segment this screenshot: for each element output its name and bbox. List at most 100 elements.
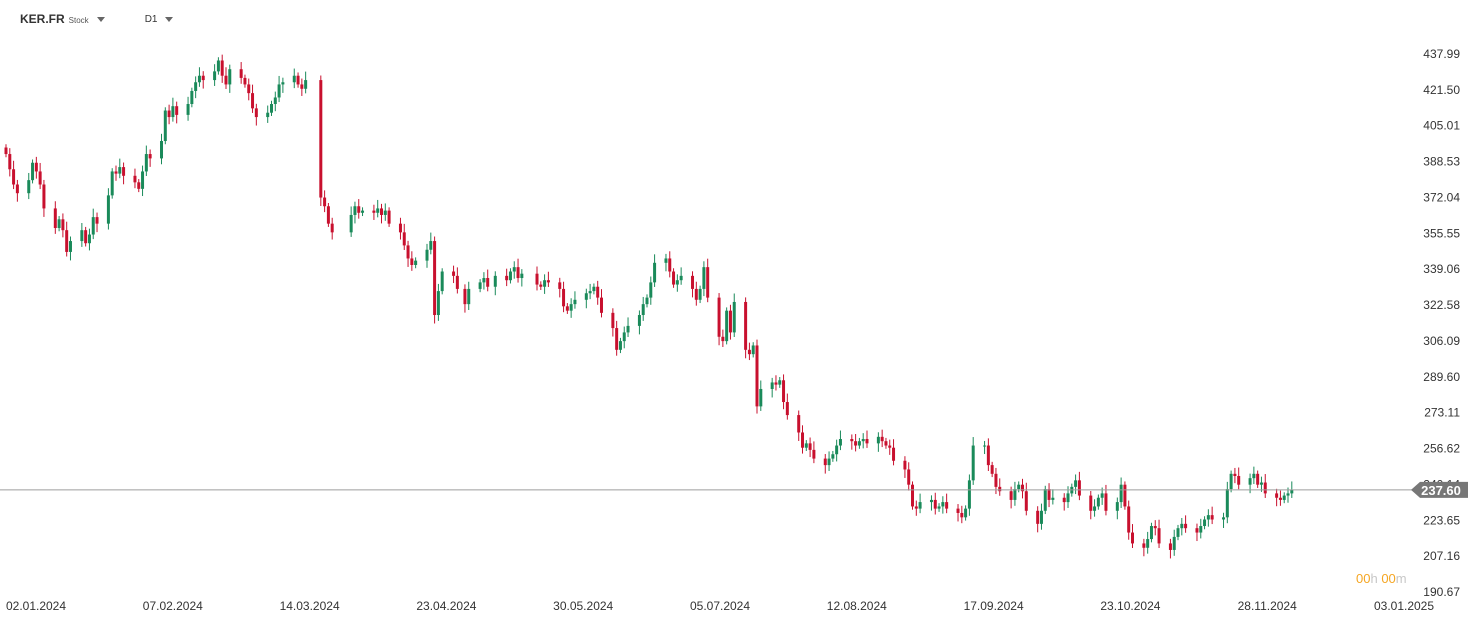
candle-up	[1176, 528, 1180, 537]
candle-up	[194, 82, 198, 91]
candle-up	[618, 341, 622, 350]
candle-down	[728, 310, 732, 333]
candle-down	[611, 312, 615, 329]
candle-up	[1119, 484, 1123, 503]
candle-down	[672, 271, 676, 285]
candle-up	[163, 110, 167, 141]
candle-up	[637, 315, 641, 326]
timeframe-selector[interactable]: D1	[145, 14, 174, 25]
x-tick-label: 03.01.2025	[1374, 599, 1434, 613]
candle-down	[986, 445, 990, 466]
candle-down	[1195, 528, 1199, 533]
candle-down	[65, 230, 69, 252]
candle-down	[357, 206, 361, 213]
candle-up	[675, 280, 679, 285]
candle-down	[15, 184, 19, 194]
candle-up	[679, 275, 683, 281]
candle-down	[903, 460, 907, 470]
candle-down	[1210, 515, 1214, 520]
candle-down	[175, 106, 179, 115]
candle-down	[956, 508, 960, 513]
candle-down	[1104, 493, 1108, 511]
candle-up	[918, 502, 922, 509]
x-tick-label: 23.04.2024	[416, 599, 476, 613]
candle-up	[698, 288, 702, 300]
candle-down	[1009, 491, 1013, 500]
candle-down	[12, 169, 16, 185]
y-tick-label: 339.06	[1423, 262, 1460, 276]
candle-down	[990, 465, 994, 474]
candle-up	[281, 82, 285, 85]
candle-down	[1263, 482, 1267, 494]
candle-down	[1130, 532, 1134, 544]
candle-up	[361, 210, 365, 213]
candle-up	[429, 241, 433, 250]
candle-up	[91, 217, 95, 235]
candle-down	[137, 182, 141, 189]
candle-down	[410, 258, 414, 265]
y-tick-label: 223.65	[1423, 513, 1460, 527]
candle-up	[770, 382, 774, 389]
candle-up	[645, 297, 649, 305]
candle-down	[744, 301, 748, 350]
candle-down	[823, 458, 827, 466]
candle-up	[1259, 482, 1263, 485]
x-tick-label: 14.03.2024	[280, 599, 340, 613]
instrument-header: KER.FR Stock D1	[20, 10, 174, 28]
candle-up	[1100, 493, 1104, 498]
candle-up	[277, 84, 281, 98]
candle-up	[1282, 495, 1286, 500]
candle-down	[133, 175, 137, 183]
candle-up	[626, 325, 630, 333]
candle-up	[584, 293, 588, 300]
symbol-dropdown-icon[interactable]	[96, 16, 105, 22]
candle-down	[911, 484, 915, 507]
candle-up	[425, 249, 429, 261]
x-tick-label: 17.09.2024	[964, 599, 1024, 613]
candle-down	[1184, 523, 1188, 529]
candle-down	[387, 210, 391, 224]
x-tick-label: 28.11.2024	[1238, 599, 1297, 613]
timeframe-label[interactable]: D1	[144, 13, 158, 25]
candle-down	[850, 439, 854, 442]
candle-down	[865, 439, 869, 444]
candle-up	[228, 69, 232, 85]
candle-up	[1172, 536, 1176, 550]
candle-down	[42, 184, 46, 209]
candle-down	[1233, 473, 1237, 476]
y-tick-label: 405.01	[1423, 119, 1460, 133]
candle-down	[599, 297, 603, 313]
candle-up	[1074, 480, 1078, 487]
candle-down	[323, 197, 327, 207]
y-tick-label: 190.67	[1423, 585, 1460, 599]
candle-down	[1062, 497, 1066, 503]
candle-up	[941, 502, 945, 507]
candle-up	[592, 286, 596, 292]
candle-down	[1077, 480, 1081, 496]
candle-down	[433, 241, 437, 316]
candle-down	[546, 280, 550, 283]
candle-down	[774, 382, 778, 385]
candle-up	[467, 288, 471, 305]
candle-up	[653, 262, 657, 283]
candle-down	[247, 84, 251, 94]
candle-down	[801, 432, 805, 448]
candle-up	[732, 301, 736, 333]
candle-up	[160, 140, 164, 159]
candle-up	[641, 304, 645, 316]
candle-up	[1222, 517, 1226, 520]
y-tick-label: 388.53	[1423, 155, 1460, 169]
candle-down	[95, 217, 99, 224]
candle-up	[1115, 502, 1119, 511]
candle-up	[1039, 510, 1043, 524]
candle-up	[1180, 523, 1184, 529]
candle-down	[402, 232, 406, 246]
candle-timer: 00h 00m	[1356, 571, 1407, 586]
timer-minutes-unit: m	[1395, 571, 1407, 586]
x-tick-label: 23.10.2024	[1100, 599, 1160, 613]
candle-down	[539, 284, 543, 287]
candle-down	[251, 93, 255, 109]
timeframe-dropdown-icon[interactable]	[165, 16, 174, 22]
candle-down	[907, 469, 911, 485]
